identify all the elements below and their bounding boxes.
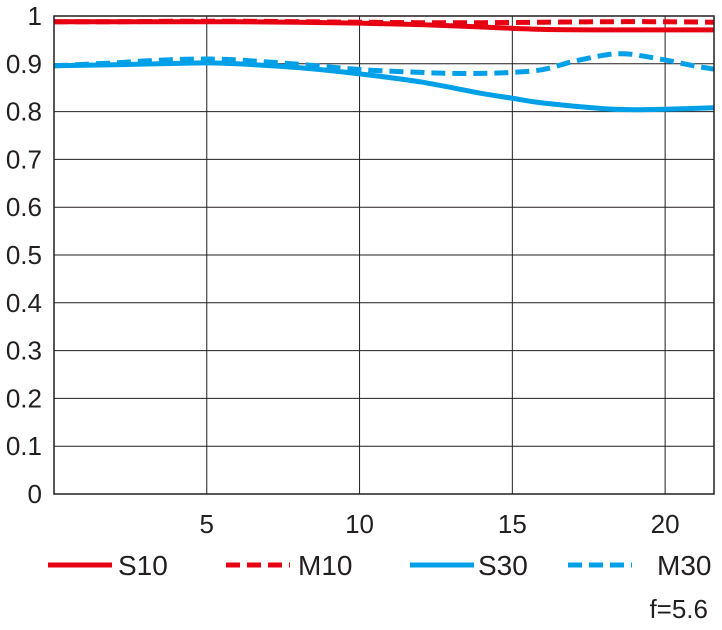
plot-frame <box>53 15 715 495</box>
x-tick-label: 15 <box>498 509 527 539</box>
y-tick-label: 0.7 <box>6 144 42 174</box>
y-axis-ticks: 0 0.1 0.2 0.3 0.4 0.5 0.6 0.7 0.8 0.9 1 <box>6 1 42 509</box>
y-tick-label: 0.6 <box>6 192 42 222</box>
legend-label-m10: M10 <box>298 550 352 581</box>
legend: S10 M10 S30 M30 <box>48 550 711 581</box>
y-tick-label: 0.2 <box>6 383 42 413</box>
y-tick-label: 0.3 <box>6 336 42 366</box>
legend-label-s10: S10 <box>118 550 168 581</box>
x-tick-label: 10 <box>345 509 374 539</box>
y-tick-label: 0.8 <box>6 97 42 127</box>
series-line-m10 <box>53 18 715 26</box>
legend-label-m30: M30 <box>657 550 711 581</box>
y-tick-label: 0.9 <box>6 49 42 79</box>
aperture-annotation: f=5.6 <box>649 594 708 624</box>
x-axis-ticks: 5 10 15 20 <box>200 509 680 539</box>
y-tick-label: 0 <box>28 479 42 509</box>
y-tick-label: 1 <box>28 1 42 31</box>
y-tick-label: 0.4 <box>6 288 42 318</box>
y-tick-label: 0.5 <box>6 240 42 270</box>
grid <box>54 15 714 495</box>
series-line-s30 <box>53 60 715 113</box>
legend-label-s30: S30 <box>478 550 528 581</box>
series-line-s10 <box>54 19 714 33</box>
x-tick-label: 5 <box>200 509 214 539</box>
y-tick-label: 0.1 <box>6 431 42 461</box>
x-tick-label: 20 <box>651 509 680 539</box>
plot-series <box>53 18 715 113</box>
